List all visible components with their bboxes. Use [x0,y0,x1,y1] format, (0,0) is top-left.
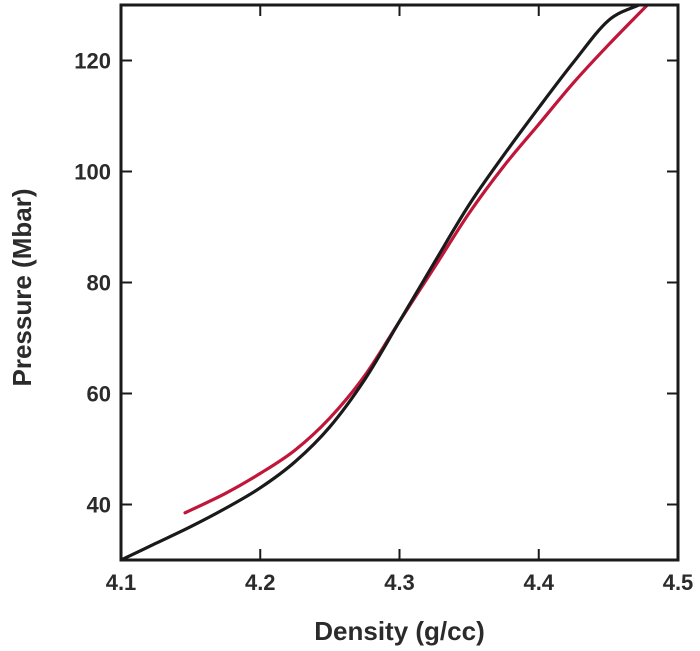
x-tick-label: 4.4 [523,570,554,595]
plot-frame [119,3,680,562]
y-tick-label: 60 [87,382,111,407]
y-tick-label: 120 [74,49,111,74]
y-axis-title: Pressure (Mbar) [7,189,37,387]
x-tick-label: 4.1 [106,570,137,595]
x-tick-label: 4.5 [663,570,694,595]
y-tick-label: 100 [74,160,111,185]
black-curve-line [121,5,641,560]
x-tick-label: 4.2 [245,570,276,595]
x-ticks: 4.1 4.2 4.3 4.4 4.5 [106,5,694,595]
y-tick-label: 40 [87,493,111,518]
x-axis-title: Density (g/cc) [314,616,485,646]
y-ticks: 40 60 80 100 120 [74,49,678,518]
x-tick-label: 4.3 [384,570,415,595]
series-layer [121,5,649,560]
y-tick-label: 80 [87,271,111,296]
red-curve-line [183,5,649,515]
